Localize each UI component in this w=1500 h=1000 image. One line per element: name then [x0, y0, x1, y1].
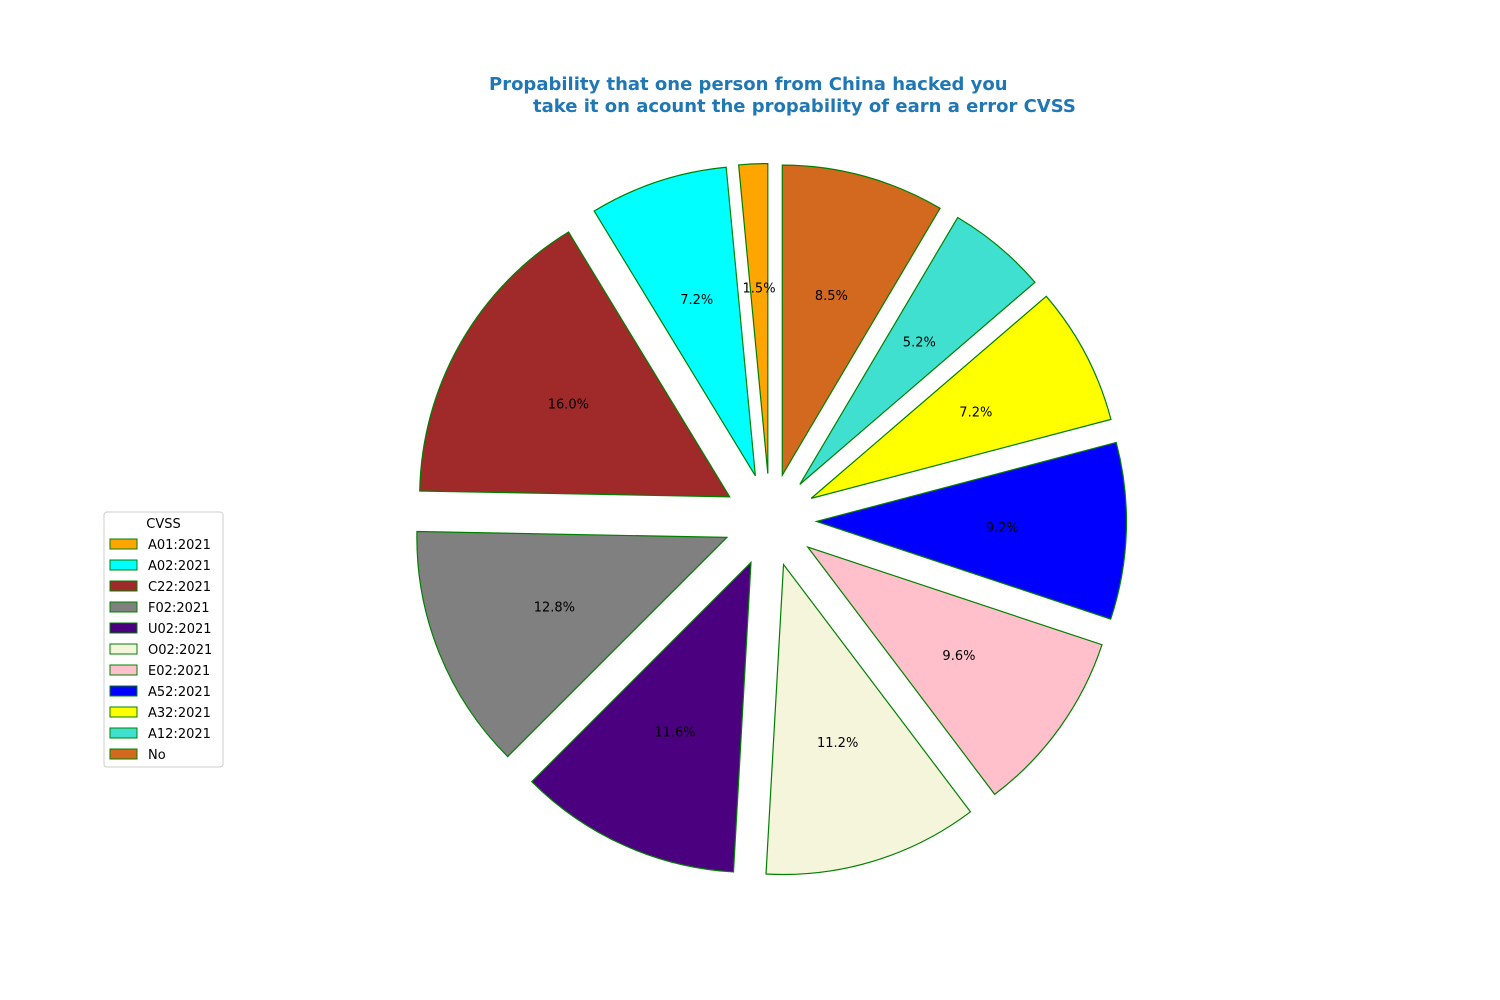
legend-swatch	[109, 748, 138, 760]
legend-entry-label: A12:2021	[148, 727, 211, 742]
slice-percent-label: 16.0%	[548, 398, 589, 413]
legend-items: A01:2021 A02:2021 C22:2021 F02:2021 U02:2021…	[109, 538, 212, 763]
legend-swatch	[109, 580, 138, 592]
pie-slice-no	[781, 164, 941, 478]
legend-swatch	[109, 622, 138, 634]
slice-percent-label: 12.8%	[534, 600, 575, 615]
legend-swatch	[109, 706, 138, 718]
legend-swatch	[109, 601, 138, 613]
pie-slice-a32-2021	[810, 295, 1112, 499]
legend-entry-label: A02:2021	[148, 559, 211, 574]
pie-slice-u02-2021	[530, 560, 752, 873]
legend-swatch	[109, 685, 138, 697]
slice-percent-label: 9.6%	[942, 649, 975, 664]
pie-slice-c22-2021	[419, 231, 731, 498]
legend-title: CVSS	[146, 517, 180, 532]
slice-percent-label: 1.5%	[743, 281, 776, 296]
slice-percent-label: 7.2%	[680, 293, 713, 308]
pie-slice-e02-2021	[806, 545, 1103, 796]
legend-entry-label: A32:2021	[148, 706, 211, 721]
legend-entry-label: A01:2021	[148, 538, 211, 553]
pie-slice-a12-2021	[799, 216, 1036, 485]
legend-swatch	[109, 643, 138, 655]
chart-title-line-1: Propability that one person from China h…	[489, 74, 1008, 95]
slice-percent-label: 5.2%	[903, 335, 936, 350]
pie-slices	[416, 162, 1128, 876]
pie-slice-a01-2021	[737, 162, 769, 474]
slice-percent-label: 11.6%	[654, 726, 695, 741]
legend-entry-label: E02:2021	[148, 664, 210, 679]
pie-slice-a02-2021	[593, 166, 756, 477]
legend-entry-label: O02:2021	[148, 643, 212, 658]
legend-swatch	[109, 538, 138, 550]
legend-entry-label: F02:2021	[148, 601, 209, 616]
slice-percent-label: 7.2%	[959, 405, 992, 420]
slice-percent-label: 11.2%	[817, 736, 858, 751]
legend-entry-label: A52:2021	[148, 685, 211, 700]
legend-swatch	[109, 727, 138, 739]
slice-percent-label: 9.2%	[986, 521, 1019, 536]
legend-frame	[103, 511, 224, 768]
legend-entry-label: U02:2021	[148, 622, 212, 637]
chart-legend: CVSS A01:2021 A02:2021 C22:2021 F02:2021 U02…	[103, 511, 224, 768]
pie-percent-labels: 1.5% 7.2% 16.0% 12.8% 11.6% 11.2% 9.6% 9.2% 7.2%…	[534, 281, 1019, 751]
legend-swatch	[109, 664, 138, 676]
pie-slice-o02-2021	[765, 562, 972, 876]
pie-slice-f02-2021	[416, 530, 729, 758]
legend-entry-label: C22:2021	[148, 580, 211, 595]
pie-slice-a52-2021	[814, 441, 1128, 620]
chart-title-line-2: take it on acount the propability of ear…	[533, 96, 1076, 117]
chart-title: Propability that one person from China h…	[489, 74, 1076, 117]
legend-entry-label: No	[148, 748, 166, 763]
slice-percent-label: 8.5%	[815, 289, 848, 304]
legend-swatch	[109, 559, 138, 571]
